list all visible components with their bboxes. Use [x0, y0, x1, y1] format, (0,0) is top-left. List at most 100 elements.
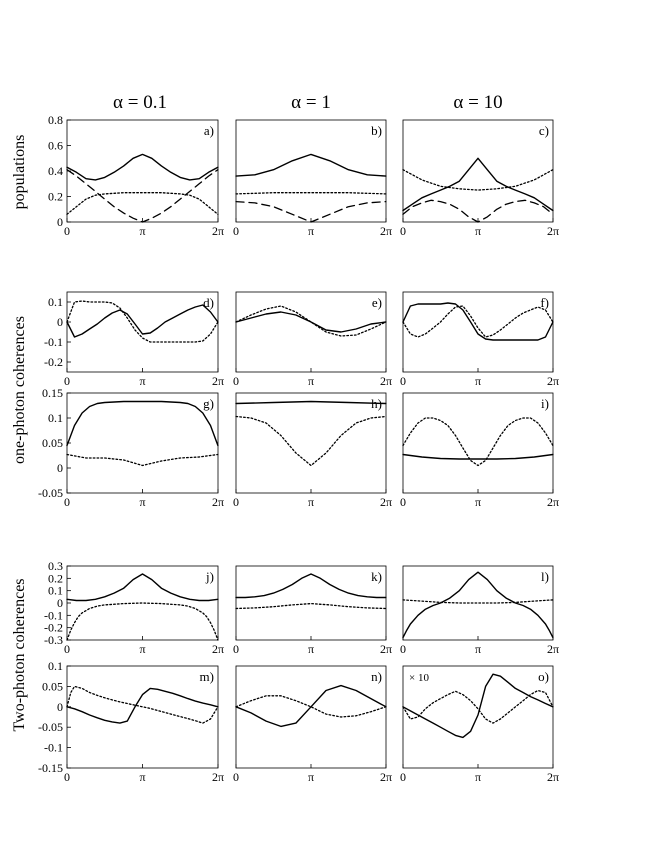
x-tick-label: 0: [233, 374, 239, 388]
series-line-dotted: [66, 685, 219, 724]
x-tick-label: π: [475, 770, 481, 784]
column-header-1: α = 0.1: [113, 92, 167, 113]
x-tick-label: 2π: [380, 770, 392, 784]
y-tick-label: -0.2: [44, 621, 63, 635]
panel-i: 0 π 2π i): [400, 392, 559, 509]
series-line-dotted: [235, 305, 387, 337]
series-line-solid: [235, 311, 387, 333]
x-tick-label: 2π: [212, 374, 224, 388]
panel-label: m): [200, 669, 214, 684]
x-tick-label: 2π: [547, 374, 559, 388]
row-title-populations: populations: [11, 135, 28, 210]
panel-frame: [66, 291, 219, 373]
y-tick-label: 0: [57, 461, 63, 475]
series-line-dotted: [235, 602, 387, 610]
panel-label: g): [203, 396, 214, 411]
panel-label: o): [538, 669, 549, 684]
x-tick-label: 0: [64, 374, 70, 388]
series-line-solid: [66, 153, 219, 181]
panel-frame: [235, 565, 387, 641]
y-tick-label: -0.2: [44, 355, 63, 369]
x-tick-label: 0: [400, 224, 406, 238]
x-tick-label: 2π: [212, 642, 224, 656]
series-line-solid: [402, 302, 554, 341]
series-line-dotted: [402, 417, 554, 467]
series-line-solid: [235, 684, 387, 728]
x-tick-label: 2π: [380, 374, 392, 388]
x-tick-label: π: [139, 224, 145, 238]
series-line-solid: [235, 153, 387, 177]
y-tick-label: -0.3: [44, 633, 63, 647]
series-line-solid: [66, 400, 219, 447]
panel-c: 0 π 2π c): [400, 119, 559, 238]
x-tick-label: 2π: [547, 224, 559, 238]
panel-label: i): [541, 396, 549, 411]
x-tick-label: 2π: [212, 495, 224, 509]
panel-a: 0 π 2π 0 0.2 0.4 0.6 0.8 a): [48, 113, 224, 238]
panel-frame: [402, 565, 554, 641]
x-tick-label: 2π: [380, 224, 392, 238]
panel-frame: [402, 392, 554, 494]
panel-frame: [235, 392, 387, 494]
x-tick-label: 0: [64, 770, 70, 784]
x-tick-label: 0: [400, 770, 406, 784]
x-tick-label: 2π: [380, 642, 392, 656]
panel-label: k): [371, 569, 382, 584]
panel-frame: [235, 119, 387, 223]
y-tick-label: 0: [57, 596, 63, 610]
panel-d: 0 π 2π -0.2 -0.1 0 0.1 d): [44, 291, 224, 388]
series-line-dashed: [402, 199, 554, 223]
x-tick-label: 2π: [547, 495, 559, 509]
series-line-dotted: [66, 300, 219, 343]
series-line-dashed: [235, 200, 387, 223]
panel-label: l): [541, 569, 549, 584]
y-tick-label: 0: [57, 315, 63, 329]
scale-annotation: × 10: [409, 672, 429, 684]
x-tick-label: π: [308, 374, 314, 388]
x-tick-label: 0: [64, 495, 70, 509]
series-line-dotted: [402, 169, 554, 191]
panel-label: c): [539, 123, 549, 138]
x-tick-label: 2π: [547, 770, 559, 784]
x-tick-label: π: [139, 642, 145, 656]
x-tick-label: π: [139, 770, 145, 784]
panel-frame: [66, 665, 219, 769]
row-title-two-photon: Two-photon coherences: [11, 578, 28, 731]
x-tick-label: 0: [400, 642, 406, 656]
y-tick-label: -0.15: [38, 761, 63, 775]
x-tick-label: 2π: [547, 642, 559, 656]
panel-o: 0 π 2π o) × 10: [400, 665, 559, 784]
panel-frame: [66, 392, 219, 494]
panel-label: j): [205, 569, 214, 584]
series-line-dotted: [402, 599, 554, 604]
panel-k: 0 π 2π k): [233, 565, 392, 656]
x-tick-label: 2π: [212, 770, 224, 784]
y-tick-label: 0: [57, 700, 63, 714]
x-tick-label: π: [139, 374, 145, 388]
x-tick-label: π: [308, 642, 314, 656]
x-tick-label: 0: [233, 224, 239, 238]
x-tick-label: 0: [233, 770, 239, 784]
series-line-solid: [402, 571, 554, 639]
series-line-dotted: [402, 305, 554, 338]
x-tick-label: 0: [64, 224, 70, 238]
panel-h: 0 π 2π h): [233, 392, 392, 509]
y-tick-label: 0.4: [48, 164, 63, 178]
x-tick-label: 2π: [380, 495, 392, 509]
panel-b: 0 π 2π b): [233, 119, 392, 238]
y-tick-label: 0.1: [48, 295, 63, 309]
y-tick-label: -0.05: [38, 720, 63, 734]
panel-label: n): [371, 669, 382, 684]
x-tick-label: π: [139, 495, 145, 509]
series-line-solid: [402, 673, 554, 739]
panel-e: 0 π 2π e): [233, 291, 392, 388]
series-line-dashed: [66, 169, 219, 223]
x-tick-label: 0: [64, 642, 70, 656]
series-line-solid: [402, 453, 554, 460]
panel-f: 0 π 2π f): [400, 291, 559, 388]
y-tick-label: 0.1: [48, 584, 63, 598]
series-line-dotted: [235, 415, 387, 467]
x-tick-label: 0: [233, 495, 239, 509]
x-tick-label: 0: [400, 495, 406, 509]
